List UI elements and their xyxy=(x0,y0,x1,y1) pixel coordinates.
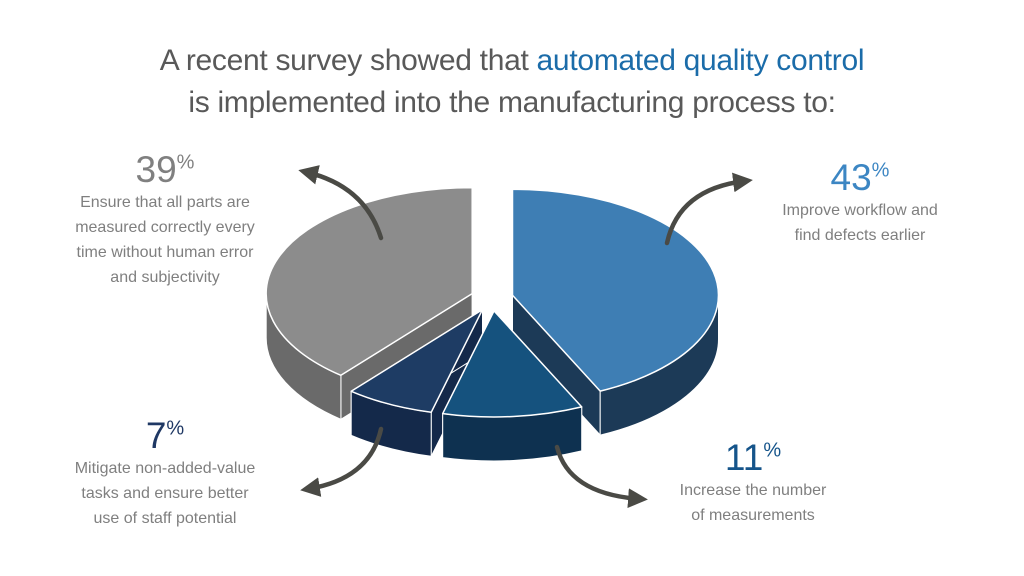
callout-line: of measurements xyxy=(691,507,815,524)
arrow-to-39-arrow-icon xyxy=(298,165,384,241)
callout-line: Mitigate non-added-value xyxy=(74,460,256,477)
callout-line: Increase the number xyxy=(679,482,827,499)
arrow-to-7-arrow-icon xyxy=(300,426,384,497)
page-title: A recent survey showed that automated qu… xyxy=(0,40,1024,124)
percent-sign: % xyxy=(166,417,185,440)
callout-line: tasks and ensure better xyxy=(81,485,249,502)
percent-43: 43% xyxy=(830,157,890,198)
percent-sign: % xyxy=(763,439,782,462)
callout-11-text: Increase the number of measurements xyxy=(628,478,878,528)
callout-line: Ensure that all parts are xyxy=(80,194,250,211)
callout-7: 7% Mitigate non-added-value tasks and en… xyxy=(40,416,290,531)
callout-line: use of staff potential xyxy=(93,510,237,527)
title-line2: is implemented into the manufacturing pr… xyxy=(188,86,836,119)
callout-43-text: Improve workflow and find defects earlie… xyxy=(735,198,985,248)
pie-slice-top-7pct xyxy=(350,308,484,414)
callout-line: find defects earlier xyxy=(794,227,926,244)
callout-line: Improve workflow and xyxy=(782,202,938,219)
percent-39: 39% xyxy=(135,149,195,190)
arrow-to-11-arrow-icon xyxy=(554,444,648,509)
callout-39: 39% Ensure that all parts are measured c… xyxy=(40,150,290,290)
callout-line: measured correctly every xyxy=(75,219,255,236)
arrow-to-43-arrow-icon xyxy=(664,172,753,246)
callout-39-text: Ensure that all parts are measured corre… xyxy=(40,190,290,290)
pie-slice-top-11pct xyxy=(441,310,583,418)
percent-11: 11% xyxy=(724,437,782,478)
callout-line: time without human error xyxy=(76,244,254,261)
pie-slice-top-39pct xyxy=(265,186,473,377)
title-line1: A recent survey showed that automated qu… xyxy=(160,44,865,77)
percent-sign: % xyxy=(871,159,890,182)
callout-43: 43% Improve workflow and find defects ea… xyxy=(735,158,985,248)
percent-7: 7% xyxy=(145,415,185,456)
title-line1-prefix: A recent survey showed that xyxy=(159,44,537,77)
callout-11: 11% Increase the number of measurements xyxy=(628,438,878,528)
title-line1-highlight: automated quality control xyxy=(536,44,865,77)
percent-sign: % xyxy=(176,151,195,174)
callout-7-text: Mitigate non-added-value tasks and ensur… xyxy=(40,456,290,531)
callout-line: and subjectivity xyxy=(110,269,220,286)
